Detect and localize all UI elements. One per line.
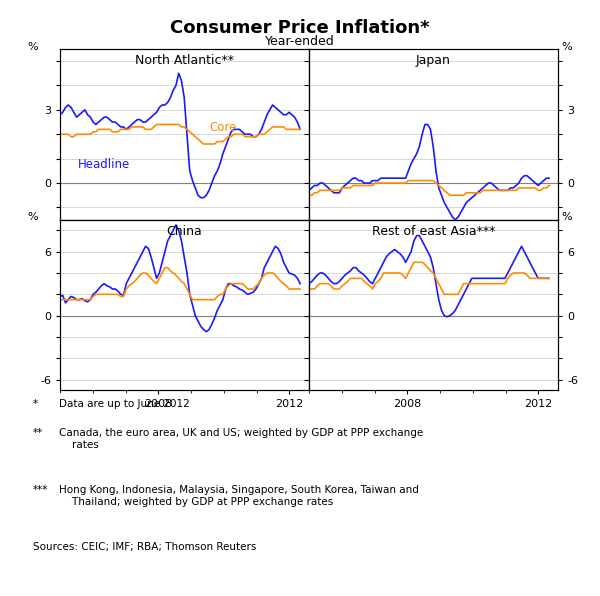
Text: **: ** [33,428,43,438]
Text: Consumer Price Inflation*: Consumer Price Inflation* [170,19,430,37]
Text: China: China [167,225,202,238]
Text: Core: Core [209,121,237,134]
Text: Canada, the euro area, UK and US; weighted by GDP at PPP exchange
    rates: Canada, the euro area, UK and US; weight… [59,428,423,449]
Text: Headline: Headline [77,159,130,172]
Text: %: % [28,42,38,52]
Text: *: * [33,399,38,409]
Text: Data are up to June 2012: Data are up to June 2012 [59,399,190,409]
Text: %: % [562,42,572,52]
Text: Rest of east Asia***: Rest of east Asia*** [372,225,495,238]
Text: Hong Kong, Indonesia, Malaysia, Singapore, South Korea, Taiwan and
    Thailand;: Hong Kong, Indonesia, Malaysia, Singapor… [59,485,419,507]
Text: Japan: Japan [416,54,451,67]
Text: ***: *** [33,485,49,495]
Text: Year-ended: Year-ended [265,35,335,48]
Text: %: % [562,212,572,222]
Text: North Atlantic**: North Atlantic** [135,54,234,67]
Text: Sources: CEIC; IMF; RBA; Thomson Reuters: Sources: CEIC; IMF; RBA; Thomson Reuters [33,542,256,552]
Text: %: % [28,212,38,222]
